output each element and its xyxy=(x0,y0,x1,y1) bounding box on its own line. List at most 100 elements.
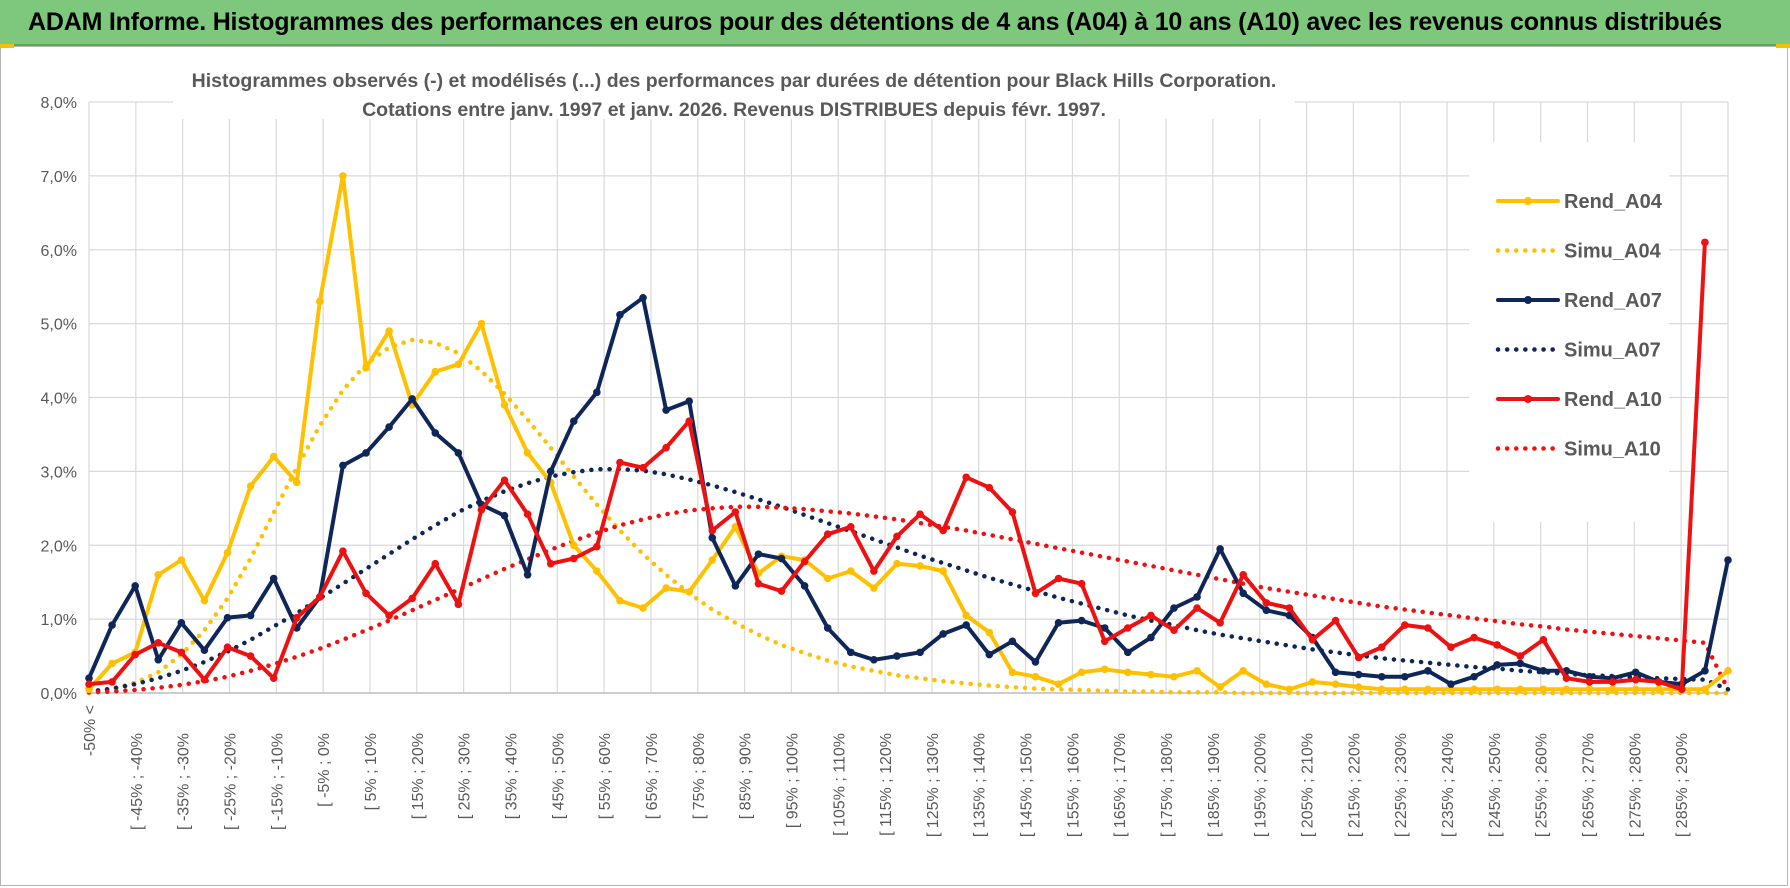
data-point xyxy=(1216,619,1224,627)
data-point xyxy=(1331,668,1340,677)
data-point xyxy=(1100,637,1109,646)
data-point xyxy=(754,550,763,558)
y-tick-label: 7,0% xyxy=(41,169,77,186)
data-point xyxy=(1147,611,1155,620)
data-point xyxy=(962,611,971,620)
data-point xyxy=(223,643,232,651)
data-point xyxy=(1216,545,1224,553)
data-point xyxy=(916,648,924,657)
x-tick-label: [ 25% ; 30% xyxy=(457,733,474,819)
data-point xyxy=(408,395,416,403)
series-rend-a04 xyxy=(87,173,1730,692)
data-point xyxy=(1470,633,1478,642)
data-point xyxy=(1516,685,1525,694)
frame-corner-left xyxy=(0,44,14,48)
x-tick-label: [ 165% ; 170% xyxy=(1112,733,1129,837)
frame-corner-right xyxy=(1776,44,1790,48)
data-point xyxy=(1354,653,1363,662)
x-tick-label: [ 95% ; 100% xyxy=(784,733,801,828)
data-point xyxy=(1678,685,1686,694)
data-point xyxy=(1031,672,1040,681)
x-tick-label: [ 105% ; 110% xyxy=(831,733,848,836)
data-point xyxy=(708,526,717,535)
data-point xyxy=(1493,661,1501,669)
data-point xyxy=(1008,668,1017,677)
data-point xyxy=(1608,678,1617,686)
data-point xyxy=(916,562,924,570)
data-point xyxy=(1401,685,1409,694)
data-point xyxy=(154,638,163,647)
data-point xyxy=(269,674,278,683)
legend-label: Rend_A07 xyxy=(1564,290,1662,312)
data-point xyxy=(685,417,693,425)
data-point xyxy=(177,619,186,627)
series-rend-a07 xyxy=(87,295,1730,687)
x-tick-label: [ 135% ; 140% xyxy=(972,733,989,837)
data-point xyxy=(1031,589,1040,598)
data-point xyxy=(616,596,624,605)
data-point xyxy=(1631,668,1640,677)
data-point xyxy=(1331,680,1340,688)
data-point xyxy=(731,522,740,531)
data-point xyxy=(1147,670,1155,679)
series-simu-a07 xyxy=(86,466,1731,694)
data-point xyxy=(154,655,163,664)
series-simu-a10 xyxy=(86,504,1731,695)
data-point xyxy=(1239,667,1248,675)
x-tick-label: [ 185% ; 190% xyxy=(1206,733,1223,837)
data-point xyxy=(431,367,440,376)
data-point xyxy=(85,680,93,688)
y-tick-label: 8,0% xyxy=(41,95,77,112)
data-point xyxy=(1585,678,1594,686)
data-point xyxy=(1054,619,1063,627)
data-point xyxy=(1724,556,1732,564)
data-point xyxy=(1216,683,1224,691)
data-point xyxy=(177,648,186,657)
data-point xyxy=(1724,667,1732,675)
data-point xyxy=(523,510,532,519)
data-point xyxy=(546,467,555,476)
data-point xyxy=(523,449,532,457)
data-point xyxy=(985,650,994,659)
data-point xyxy=(823,530,832,538)
data-point xyxy=(223,613,232,622)
data-point xyxy=(1054,680,1063,688)
data-point xyxy=(870,584,878,592)
legend-label: Simu_A07 xyxy=(1564,340,1661,362)
report-banner: ADAM Informe. Histogrammes des performan… xyxy=(0,0,1790,46)
data-point xyxy=(292,478,301,487)
data-point xyxy=(454,600,463,609)
data-point xyxy=(939,526,947,535)
data-point xyxy=(1608,685,1617,694)
data-point xyxy=(685,587,693,596)
data-point xyxy=(1308,636,1317,644)
data-point xyxy=(292,613,301,622)
data-point xyxy=(316,297,324,306)
data-point xyxy=(1124,648,1132,657)
data-point xyxy=(1331,616,1340,625)
data-point xyxy=(685,397,693,405)
data-point xyxy=(200,675,209,684)
data-point xyxy=(616,310,624,319)
data-point xyxy=(916,510,924,519)
x-tick-label: [ 285% ; 290% xyxy=(1674,733,1691,837)
data-point xyxy=(1516,659,1525,668)
data-point xyxy=(1539,685,1548,694)
data-point xyxy=(1008,637,1017,646)
data-point xyxy=(431,559,440,568)
data-point xyxy=(754,579,763,588)
data-point xyxy=(593,567,601,575)
data-point xyxy=(316,593,324,601)
x-tick-label: [ 145% ; 150% xyxy=(1019,733,1036,837)
data-point xyxy=(1562,674,1571,683)
data-point xyxy=(546,559,555,568)
data-point xyxy=(1308,678,1317,686)
data-point xyxy=(870,655,878,664)
data-point xyxy=(339,547,347,555)
x-tick-label: [ 195% ; 200% xyxy=(1253,733,1270,837)
data-point xyxy=(639,463,647,472)
data-point xyxy=(1008,508,1017,516)
x-tick-label: [ 275% ; 280% xyxy=(1627,733,1644,837)
legend-label: Rend_A04 xyxy=(1564,191,1663,213)
data-point xyxy=(246,652,255,660)
